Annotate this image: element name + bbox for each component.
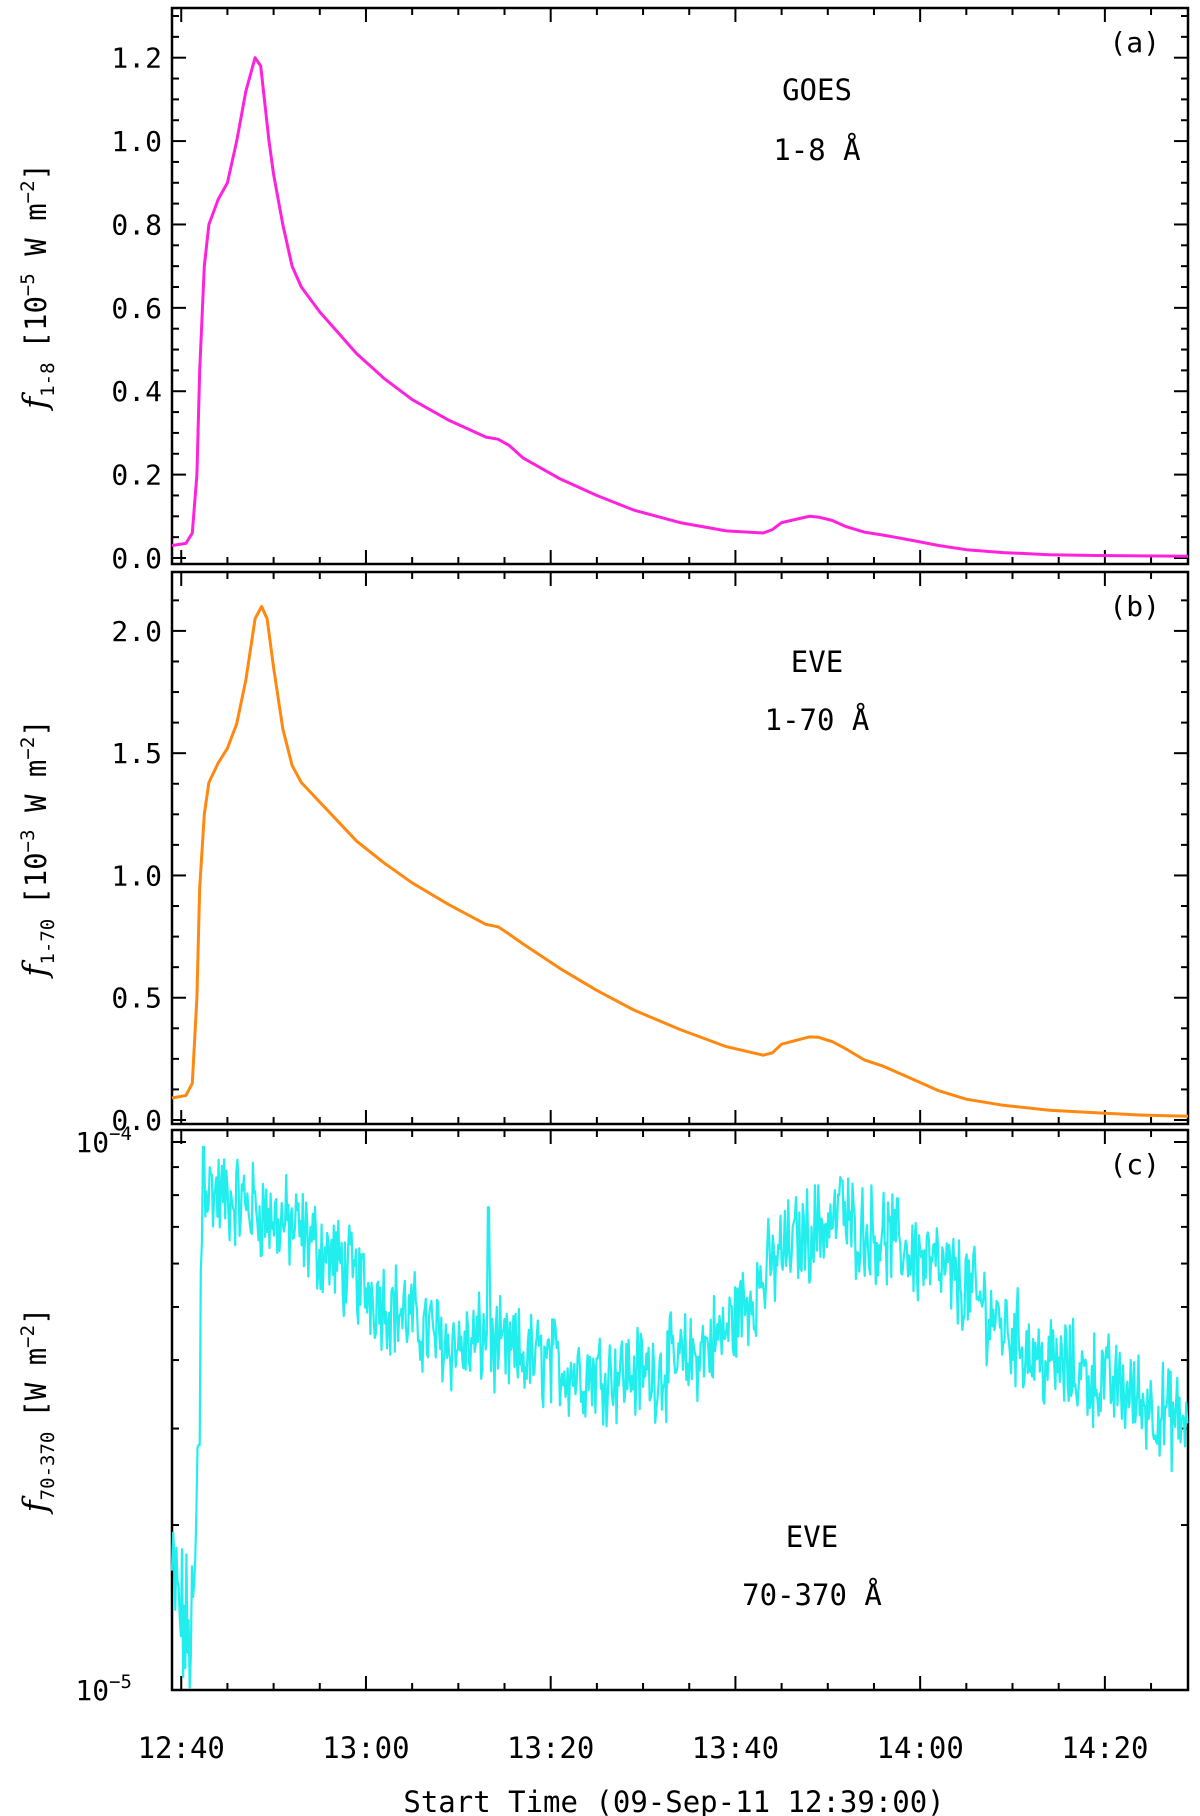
annotation-line: GOES [782, 73, 852, 107]
panel-a: 0.0 0.2 0.4 0.6 0.8 1.0 1.2 (a) GOES 1-8 Å f1-8[10… [15, 6, 1190, 575]
x-tick-label: 14:00 [876, 1731, 963, 1765]
plot-frame [170, 6, 1190, 566]
annotation-line: EVE [791, 645, 843, 679]
y-tick-label: 0.0 [111, 542, 162, 575]
y-tick-label: 1.0 [111, 859, 162, 892]
x-tick-label: 13:20 [507, 1731, 594, 1765]
plot-frame [170, 1128, 1190, 1692]
series-line [170, 1145, 1189, 1689]
y-tick-label: 0.5 [111, 982, 162, 1015]
panel-c: 10−4 10−5 (c) EVE 70-370 Å f70-370[W m−2] [15, 1123, 1190, 1707]
y-tick-label: 0.4 [111, 375, 162, 408]
series-line [171, 56, 1189, 558]
panel-label: (c) [1109, 1148, 1160, 1181]
plot-frame [170, 570, 1190, 1126]
y-tick-label: 1.5 [111, 737, 162, 770]
y-tick-label: 10−5 [75, 1671, 132, 1707]
y-tick-label: 10−4 [75, 1123, 132, 1159]
panel-b: 0.0 0.5 1.0 1.5 2.0 (b) EVE 1-70 Å f1-70[10−3 W … [15, 570, 1190, 1137]
annotation-line: EVE [786, 1520, 838, 1554]
y-tick-label: 1.2 [111, 42, 162, 75]
annotation-line: 70-370 Å [742, 1578, 882, 1612]
series-line [171, 605, 1189, 1118]
x-tick-label: 14:20 [1061, 1731, 1148, 1765]
svg-text:f1-8[10−5 W m−2]: f1-8[10−5 W m−2] [15, 163, 59, 412]
svg-text:f1-70[10−3 W m−2]: f1-70[10−3 W m−2] [15, 719, 59, 979]
y-tick-label: 1.0 [111, 125, 162, 158]
y-tick-label: 0.0 [111, 1104, 162, 1137]
annotation-line: 1-8 Å [773, 133, 860, 167]
x-tick-label: 12:40 [138, 1731, 225, 1765]
x-tick-label: 13:40 [692, 1731, 779, 1765]
y-axis-label: f1-8[10−5 W m−2] [15, 163, 59, 412]
y-tick-label: 0.8 [111, 208, 162, 241]
y-tick-label: 0.6 [111, 292, 162, 325]
panel-label: (a) [1109, 26, 1160, 59]
y-axis-label: f1-70[10−3 W m−2] [15, 719, 59, 979]
y-tick-label: 2.0 [111, 615, 162, 648]
svg-text:f70-370[W m−2]: f70-370[W m−2] [15, 1307, 59, 1515]
y-axis-label: f70-370[W m−2] [15, 1307, 59, 1515]
x-axis: Start Time (09-Sep-11 12:39:00) 12:40 13:… [138, 1731, 1149, 1816]
panel-label: (b) [1109, 590, 1160, 623]
panels: 0.0 0.2 0.4 0.6 0.8 1.0 1.2 (a) GOES 1-8 Å f1-8[10… [15, 6, 1190, 1707]
annotation-line: 1-70 Å [765, 703, 870, 737]
x-tick-label: 13:00 [322, 1731, 409, 1765]
x-axis-label: Start Time (09-Sep-11 12:39:00) [403, 1785, 944, 1816]
y-tick-label: 0.2 [111, 459, 162, 492]
